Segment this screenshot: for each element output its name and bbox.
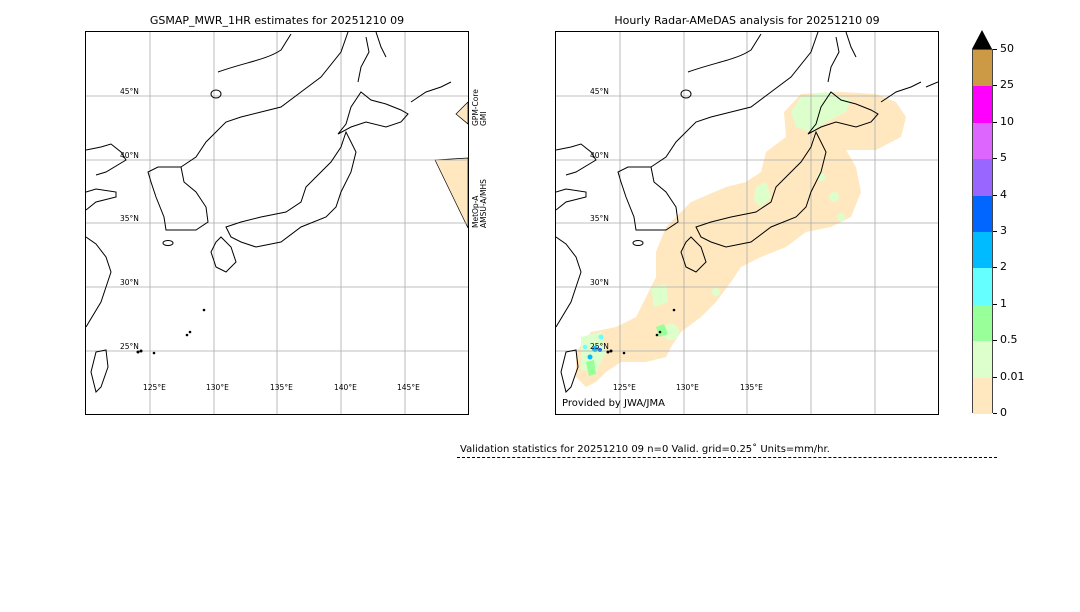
validation-divider (457, 457, 997, 458)
right-lat-label-30: 30°N (590, 278, 609, 287)
colorbar-seg-4-5 (973, 159, 992, 196)
colorbar-label-2: 2 (1000, 260, 1007, 273)
sat1-sensor: GMI (479, 111, 488, 127)
left-panel-title: GSMAP_MWR_1HR estimates for 20251210 09 (149, 14, 405, 27)
colorbar-label-10: 10 (1000, 115, 1014, 128)
right-lat-label-40: 40°N (590, 151, 609, 160)
left-lon-label-125: 125°E (143, 383, 166, 392)
colorbar-tick (993, 122, 997, 123)
data-credit: Provided by JWA/JMA (562, 398, 665, 409)
satellite-label-gpm: GPM-Core GMI (471, 89, 488, 127)
right-map-graphic (556, 32, 938, 414)
right-lat-label-25: 25°N (590, 342, 609, 351)
colorbar-label-4: 4 (1000, 188, 1007, 201)
colorbar-tick (993, 49, 997, 50)
right-lat-label-45: 45°N (590, 87, 609, 96)
colorbar (972, 49, 993, 414)
colorbar-seg-3-4 (973, 195, 992, 232)
colorbar-seg-2-3 (973, 232, 992, 269)
left-lat-label-40: 40°N (120, 151, 139, 160)
colorbar-seg-25-50 (973, 50, 992, 87)
right-lon-label-125: 125°E (613, 383, 636, 392)
colorbar-tick (993, 231, 997, 232)
right-panel-title: Hourly Radar-AMeDAS analysis for 2025121… (614, 14, 880, 27)
colorbar-seg-5-10 (973, 122, 992, 160)
left-lat-label-25: 25°N (120, 342, 139, 351)
left-lon-label-140: 140°E (334, 383, 357, 392)
right-lat-label-35: 35°N (590, 214, 609, 223)
colorbar-tick (993, 267, 997, 268)
colorbar-label-0.5: 0.5 (1000, 333, 1018, 346)
colorbar-label-0: 0 (1000, 406, 1007, 419)
right-lon-label-135: 135°E (740, 383, 763, 392)
right-lon-label-130: 130°E (676, 383, 699, 392)
left-lat-label-35: 35°N (120, 214, 139, 223)
colorbar-tick (993, 85, 997, 86)
colorbar-tick (993, 413, 997, 414)
colorbar-tick (993, 340, 997, 341)
colorbar-tick (993, 158, 997, 159)
colorbar-tick (993, 377, 997, 378)
sat2-sensor: AMSU-A/MHS (479, 179, 488, 228)
left-map: 45°N 40°N 35°N 30°N 25°N 125°E 130°E 135… (85, 31, 469, 415)
colorbar-seg-0-0.01 (973, 377, 992, 414)
left-lon-label-135: 135°E (270, 383, 293, 392)
colorbar-label-1: 1 (1000, 297, 1007, 310)
colorbar-tick (993, 304, 997, 305)
colorbar-label-0.01: 0.01 (1000, 370, 1025, 383)
colorbar-seg-10-25 (973, 86, 992, 123)
left-lat-label-30: 30°N (120, 278, 139, 287)
satellite-label-metop: MetOp-A AMSU-A/MHS (471, 179, 488, 228)
validation-statistics: Validation statistics for 20251210 09 n=… (460, 444, 830, 455)
left-lon-label-130: 130°E (206, 383, 229, 392)
colorbar-label-5: 5 (1000, 151, 1007, 164)
colorbar-seg-0.01-0.5 (973, 341, 992, 378)
colorbar-label-50: 50 (1000, 42, 1014, 55)
colorbar-tick (993, 195, 997, 196)
colorbar-extend-arrow (972, 30, 992, 49)
right-map: 45°N 40°N 35°N 30°N 25°N 125°E 130°E 135… (555, 31, 939, 415)
left-lon-label-145: 145°E (397, 383, 420, 392)
left-map-graphic (86, 32, 468, 414)
colorbar-label-25: 25 (1000, 78, 1014, 91)
colorbar-label-3: 3 (1000, 224, 1007, 237)
colorbar-seg-0.5-1 (973, 304, 992, 342)
left-lat-label-45: 45°N (120, 87, 139, 96)
colorbar-seg-1-2 (973, 268, 992, 305)
